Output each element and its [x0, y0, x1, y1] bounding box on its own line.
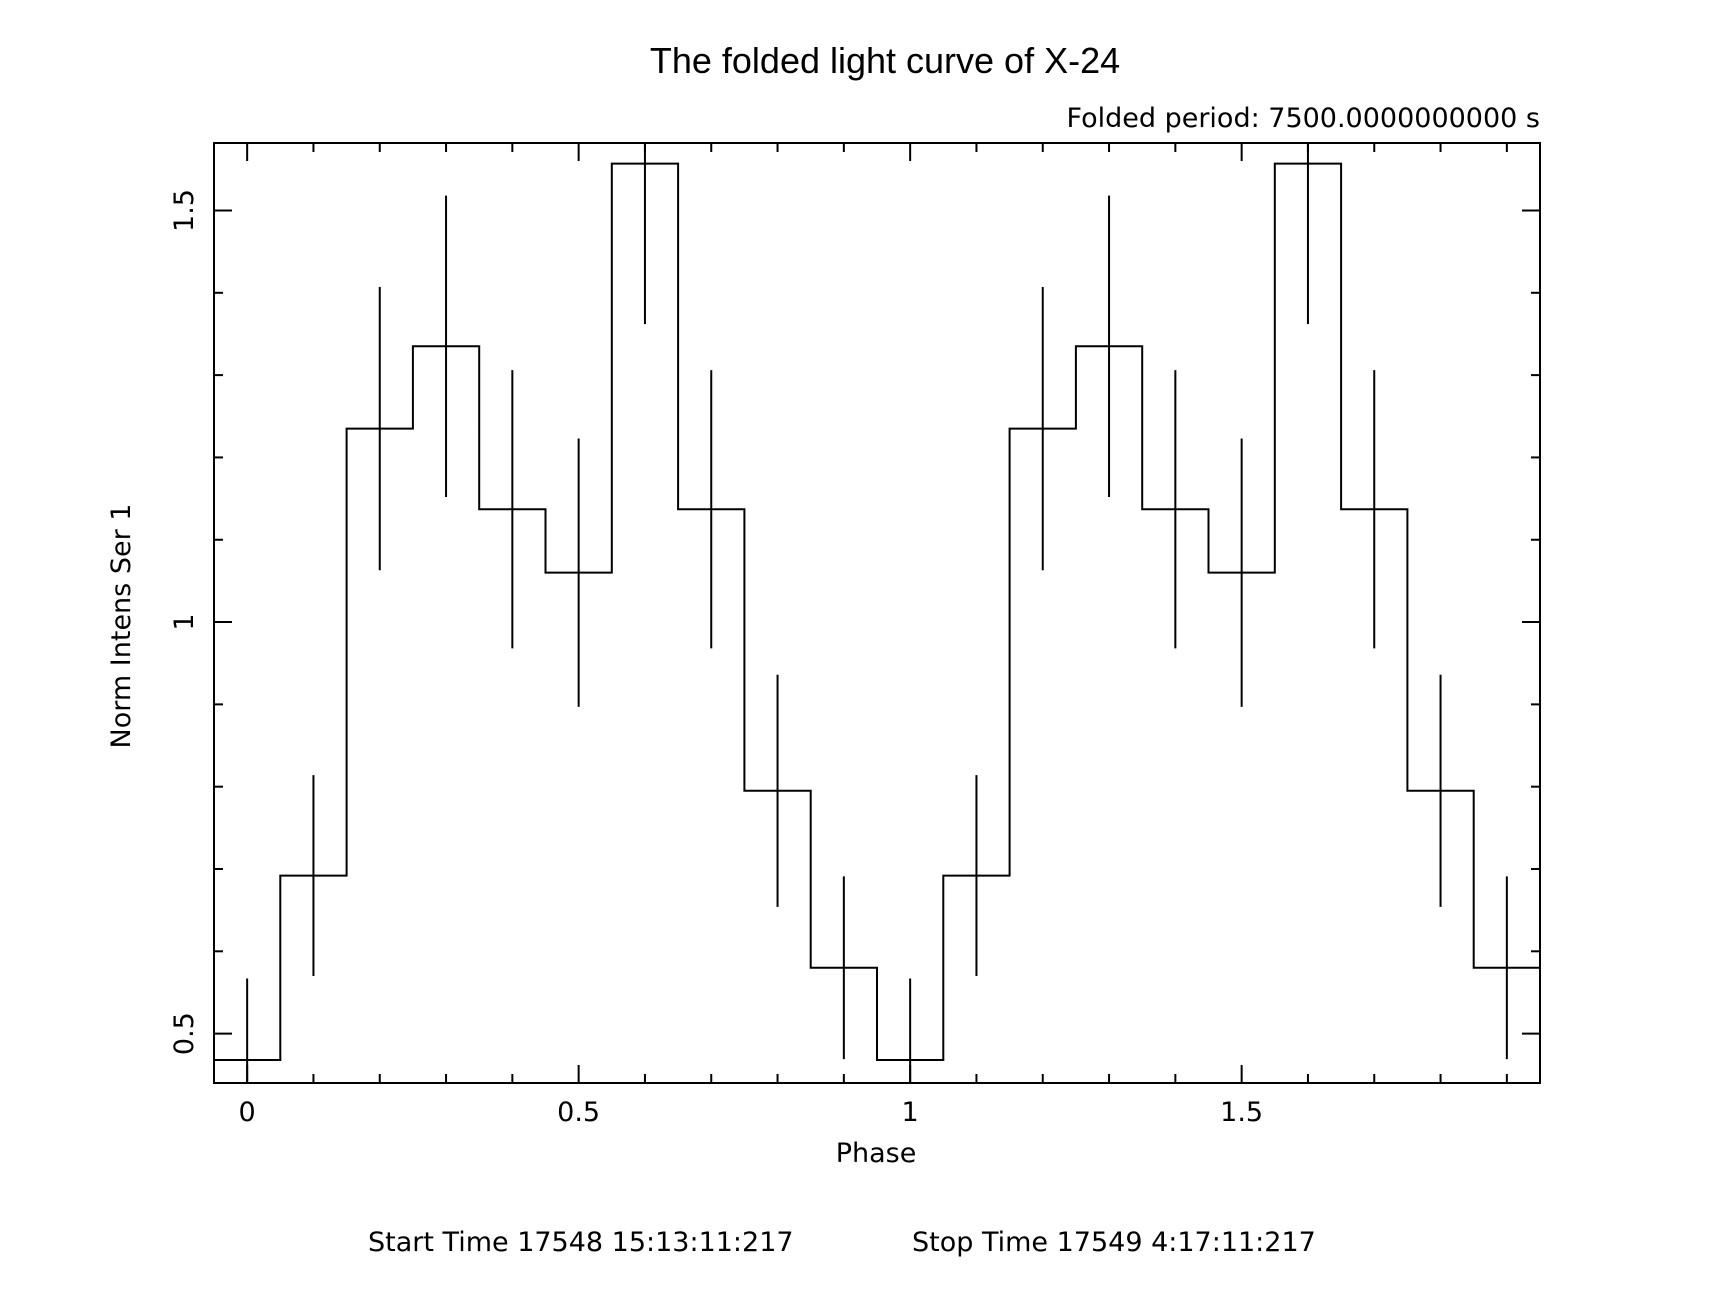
start-time-label: Start Time 17548 15:13:11:217 [368, 1227, 794, 1258]
x-tick-label: 1.5 [1220, 1097, 1263, 1128]
x-tick-label: 1 [902, 1097, 919, 1128]
y-tick-label: 0.5 [169, 1012, 200, 1055]
y-tick-label: 1 [169, 613, 200, 630]
y-tick-label: 1.5 [169, 189, 200, 232]
y-axis-label: Norm Intens Ser 1 [106, 504, 137, 749]
folded-period-label: Folded period: 7500.0000000000 s [1067, 103, 1540, 134]
plot-area: 0 0.5 1 1.5 0.5 1 1.5 [169, 142, 1541, 1128]
chart-title: The folded light curve of X-24 [650, 40, 1120, 81]
x-tick-label: 0 [239, 1097, 256, 1128]
step-curve [214, 162, 1540, 1061]
plot-frame [213, 142, 1541, 1084]
stop-time-label: Stop Time 17549 4:17:11:217 [912, 1227, 1316, 1258]
x-axis-label: Phase [836, 1138, 917, 1169]
x-tick-label: 0.5 [557, 1097, 600, 1128]
